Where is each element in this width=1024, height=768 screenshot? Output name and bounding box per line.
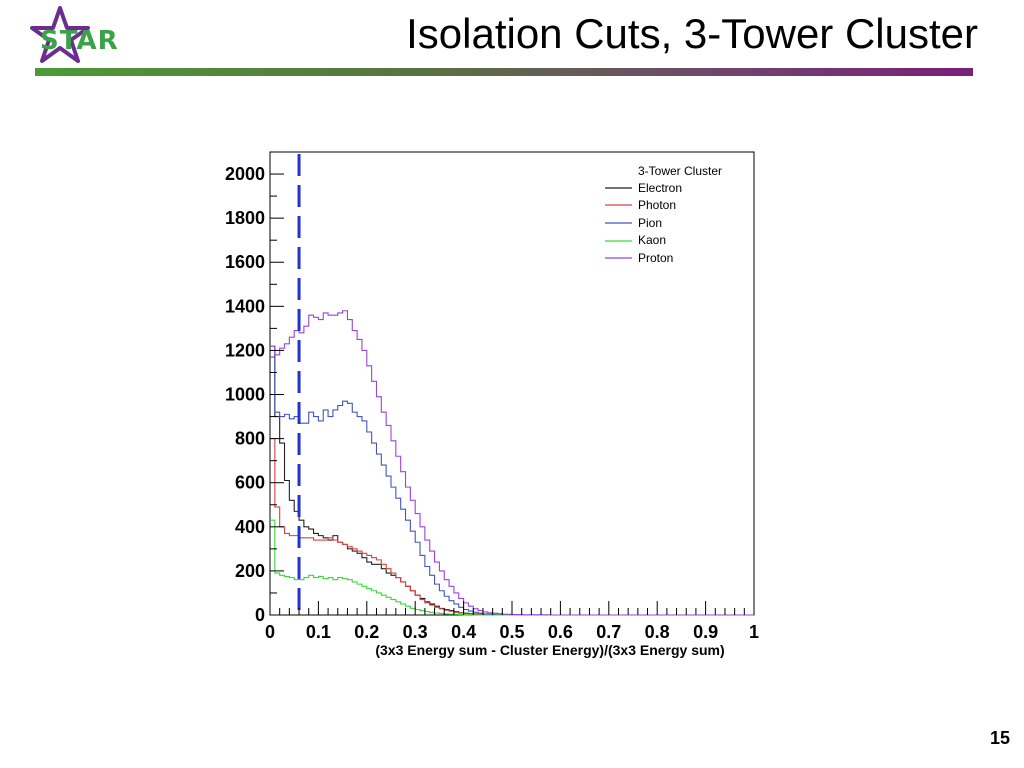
histogram-chart: 0 200 400 600 800 1000 1200 1400 1600 1800 2000 0 0.…	[225, 151, 759, 658]
legend-item-kaon: Kaon	[605, 233, 666, 247]
star-logo	[30, 6, 90, 63]
x-tick-label: 0.8	[645, 622, 670, 642]
y-tick-label: 200	[235, 561, 265, 581]
series-proton-line	[270, 310, 754, 616]
x-tick-label: 0.7	[596, 622, 621, 642]
legend-label-proton: Proton	[638, 251, 673, 265]
y-tick-label: 2000	[225, 164, 265, 184]
y-tick-label: 800	[235, 429, 265, 449]
legend-label-electron: Electron	[638, 181, 682, 195]
legend-item-electron: Electron	[605, 181, 682, 195]
y-tick-label: 1200	[225, 340, 265, 360]
y-tick-label: 600	[235, 473, 265, 493]
legend-label-photon: Photon	[638, 198, 676, 212]
x-tick-label: 1	[749, 622, 759, 642]
y-tick-label: 1600	[225, 252, 265, 272]
x-tick-label: 0.3	[403, 622, 428, 642]
x-tick-label: 0.5	[499, 622, 524, 642]
logo-text: STAR	[40, 26, 119, 56]
legend-label-kaon: Kaon	[638, 233, 666, 247]
x-tick-label: 0.6	[548, 622, 573, 642]
x-tick-label: 0.4	[451, 622, 476, 642]
x-tick-label: 0.2	[354, 622, 379, 642]
page-number: 15	[989, 728, 1010, 748]
x-tick-label: 0.1	[306, 622, 331, 642]
legend-item-pion: Pion	[605, 216, 662, 230]
y-tick-label: 400	[235, 517, 265, 537]
star-icon	[30, 6, 90, 63]
legend-label-pion: Pion	[638, 216, 662, 230]
x-tick-label: 0.9	[693, 622, 718, 642]
y-tick-label: 0	[255, 605, 265, 625]
title-divider	[35, 68, 973, 76]
y-tick-label: 1400	[225, 296, 265, 316]
y-tick-label: 1000	[225, 385, 265, 405]
y-tick-label: 1800	[225, 208, 265, 228]
x-axis-title: (3x3 Energy sum - Cluster Energy)/(3x3 E…	[375, 642, 724, 658]
ticks-layer: 0 200 400 600 800 1000 1200 1400 1600 1800 2000 0 0.…	[225, 164, 759, 642]
legend-title: 3-Tower Cluster	[638, 164, 722, 178]
legend-item-photon: Photon	[605, 198, 676, 212]
x-tick-label: 0	[265, 622, 275, 642]
slide-title: Isolation Cuts, 3-Tower Cluster	[406, 10, 978, 57]
legend-item-proton: Proton	[605, 251, 673, 265]
plot-frame	[269, 151, 755, 616]
legend: 3-Tower Cluster Electron Photon Pion Kao…	[605, 164, 722, 265]
